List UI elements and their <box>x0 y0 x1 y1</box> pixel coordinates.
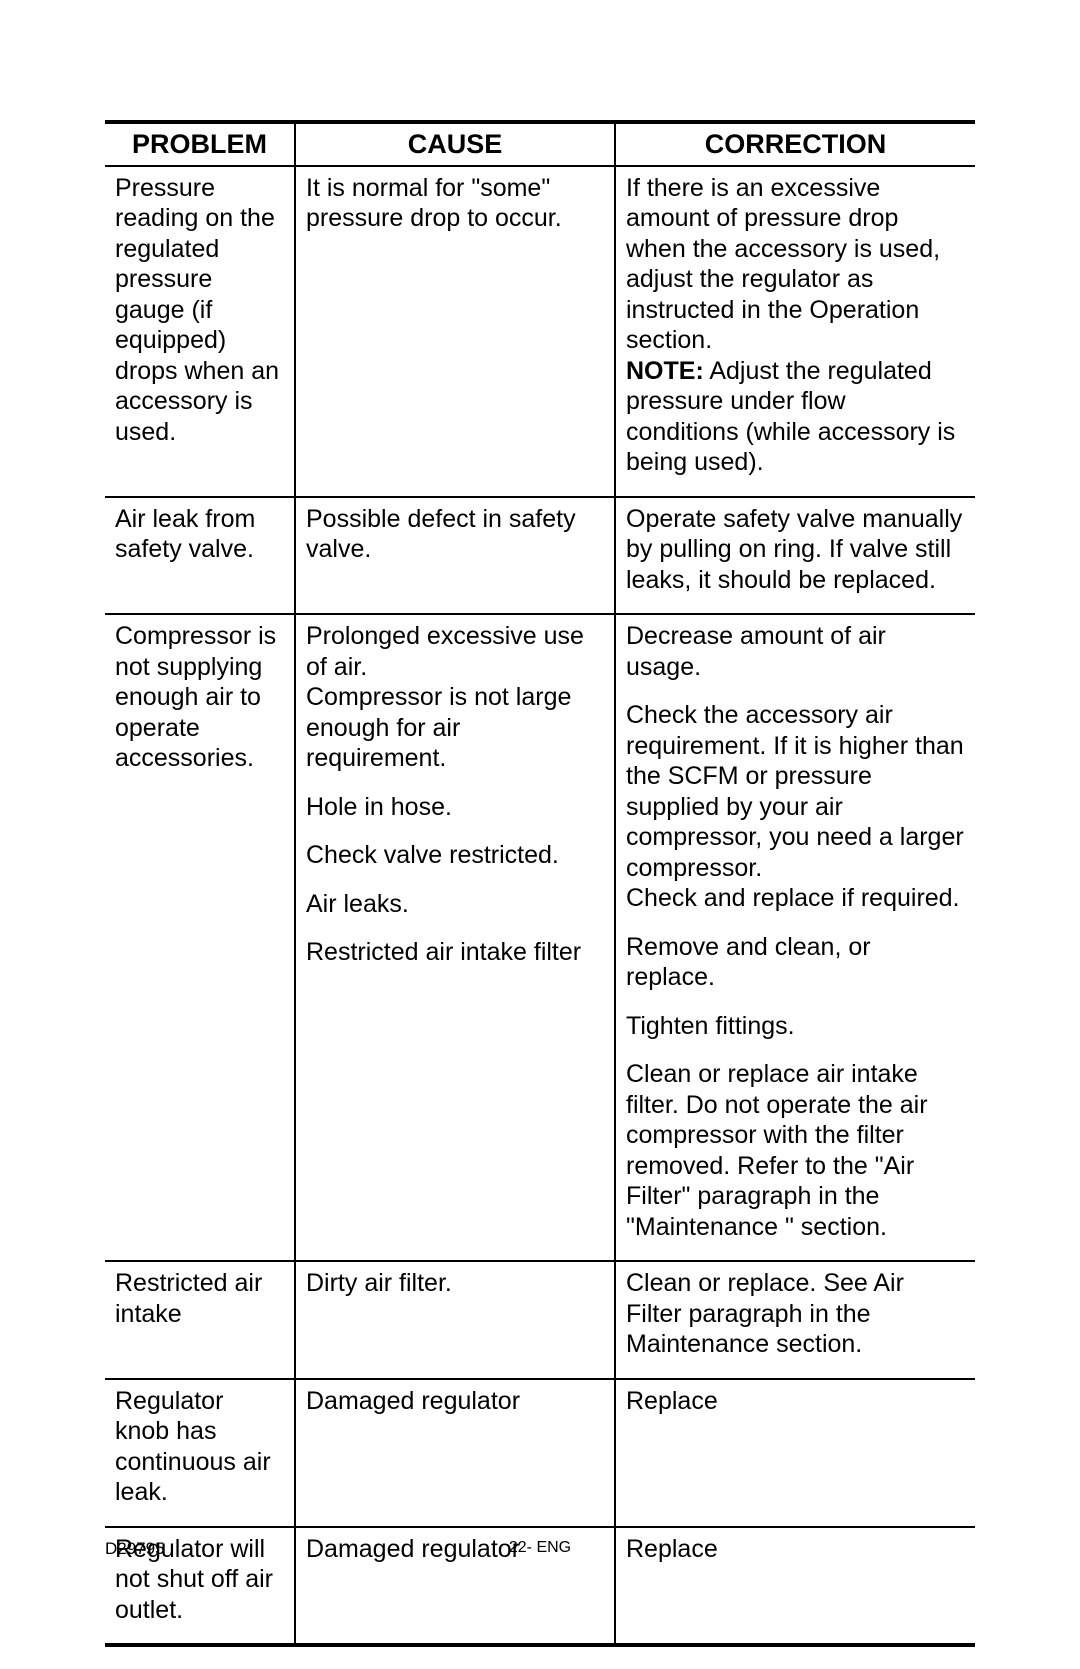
cell-line: Operate safety valve manually by pulling… <box>626 504 965 596</box>
cell-line: Check and replace if required. <box>626 883 965 914</box>
cell-correction: Operate safety valve manually by pulling… <box>615 497 975 615</box>
col-header-cause: CAUSE <box>295 122 615 166</box>
cell-line: Prolonged excessive use of air. <box>306 621 604 682</box>
cell-cause: Prolonged excessive use of air.Compresso… <box>295 614 615 1261</box>
troubleshooting-table: PROBLEM CAUSE CORRECTION Pressure readin… <box>105 120 975 1647</box>
table-header-row: PROBLEM CAUSE CORRECTION <box>105 122 975 166</box>
col-header-problem: PROBLEM <box>105 122 295 166</box>
footer-page-label: 22- ENG <box>105 1539 975 1557</box>
table-row: Restricted air intake Dirty air filter. Cl… <box>105 1261 975 1379</box>
cell-line: Hole in hose. <box>306 792 604 823</box>
cell-line: Damaged regulator <box>306 1386 604 1417</box>
col-header-correction: CORRECTION <box>615 122 975 166</box>
cell-line: Possible defect in safety valve. <box>306 504 604 565</box>
cell-line: Compressor is not large enough for air r… <box>306 682 604 774</box>
cell-problem: Restricted air intake <box>105 1261 295 1379</box>
table-row: Regulator knob has continuous air leak. D… <box>105 1379 975 1527</box>
cell-problem: Pressure reading on the regulated pressu… <box>105 166 295 497</box>
table-row: Compressor is not supplying enough air t… <box>105 614 975 1261</box>
cell-problem: Air leak from safety valve. <box>105 497 295 615</box>
cell-cause: Possible defect in safety valve. <box>295 497 615 615</box>
cell-line: If there is an excessive amount of press… <box>626 173 965 356</box>
table-row: Air leak from safety valve.Possible defe… <box>105 497 975 615</box>
cell-problem: Compressor is not supplying enough air t… <box>105 614 295 1261</box>
cell-problem: Regulator knob has continuous air leak. <box>105 1379 295 1527</box>
page-container: PROBLEM CAUSE CORRECTION Pressure readin… <box>0 0 1080 1669</box>
table-body: Pressure reading on the regulated pressu… <box>105 166 975 1646</box>
cell-line: Check the accessory air requirement. If … <box>626 700 965 883</box>
cell-cause: Damaged regulator <box>295 1379 615 1527</box>
cell-line: Clean or replace. See Air Filter paragra… <box>626 1268 965 1360</box>
cell-line: Check valve restricted. <box>306 840 604 871</box>
cell-line: Remove and clean, or replace. <box>626 932 965 993</box>
cell-line: Dirty air filter. <box>306 1268 604 1299</box>
cell-line: Restricted air intake filter <box>306 937 604 968</box>
bold-prefix: NOTE: <box>626 357 704 385</box>
cell-cause: Dirty air filter. <box>295 1261 615 1379</box>
cell-line: Replace <box>626 1386 965 1417</box>
cell-correction: Clean or replace. See Air Filter paragra… <box>615 1261 975 1379</box>
cell-cause: It is normal for "some" pressure drop to… <box>295 166 615 497</box>
table-row: Pressure reading on the regulated pressu… <box>105 166 975 497</box>
cell-line: Decrease amount of air usage. <box>626 621 965 682</box>
cell-correction: Replace <box>615 1379 975 1527</box>
cell-correction: Decrease amount of air usage. Check the a… <box>615 614 975 1261</box>
cell-line: It is normal for "some" pressure drop to… <box>306 173 604 234</box>
cell-line: NOTE: Adjust the regulated pressure unde… <box>626 356 965 478</box>
cell-line: Tighten fittings. <box>626 1011 965 1042</box>
cell-line: Air leaks. <box>306 889 604 920</box>
cell-line: Clean or replace air intake filter. Do n… <box>626 1059 965 1242</box>
cell-correction: If there is an excessive amount of press… <box>615 166 975 497</box>
